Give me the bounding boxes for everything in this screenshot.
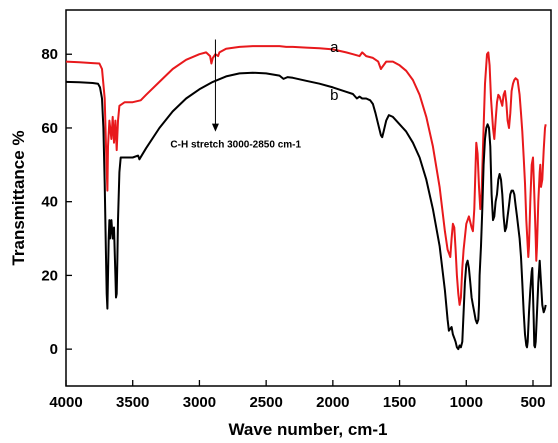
y-tick-label: 20 bbox=[41, 267, 58, 284]
series-group: ab bbox=[65, 39, 547, 351]
plot-frame bbox=[65, 9, 552, 387]
y-tick-label: 0 bbox=[50, 341, 58, 358]
annotation-label: C-H stretch 3000-2850 cm-1 bbox=[170, 140, 301, 151]
series-b-line bbox=[65, 71, 547, 351]
y-axis-title: Transmittance % bbox=[9, 130, 28, 265]
x-tick-label: 1000 bbox=[450, 394, 483, 411]
x-tick-label: 4000 bbox=[49, 394, 82, 411]
annotation-group: C-H stretch 3000-2850 cm-1 bbox=[170, 39, 301, 151]
series-a-label: a bbox=[330, 39, 339, 56]
x-tick-label: 500 bbox=[520, 394, 545, 411]
y-tick-label: 60 bbox=[41, 120, 58, 137]
x-tick-label: 3000 bbox=[183, 394, 216, 411]
tick-group: 4000 3500 3000 2500 2000 1500 1000 500 0 20 40 60 80 bbox=[41, 46, 545, 411]
y-tick-label: 40 bbox=[41, 194, 58, 211]
x-tick-label: 2000 bbox=[316, 394, 349, 411]
x-tick-label: 1500 bbox=[383, 394, 416, 411]
annotation-arrow-head bbox=[211, 123, 219, 132]
y-tick-label: 80 bbox=[41, 46, 58, 63]
x-axis-title: Wave number, cm-1 bbox=[228, 420, 387, 439]
x-tick-label: 2500 bbox=[249, 394, 282, 411]
series-b-label: b bbox=[330, 87, 338, 104]
series-a-line bbox=[65, 45, 547, 306]
x-tick-label: 3500 bbox=[116, 394, 149, 411]
